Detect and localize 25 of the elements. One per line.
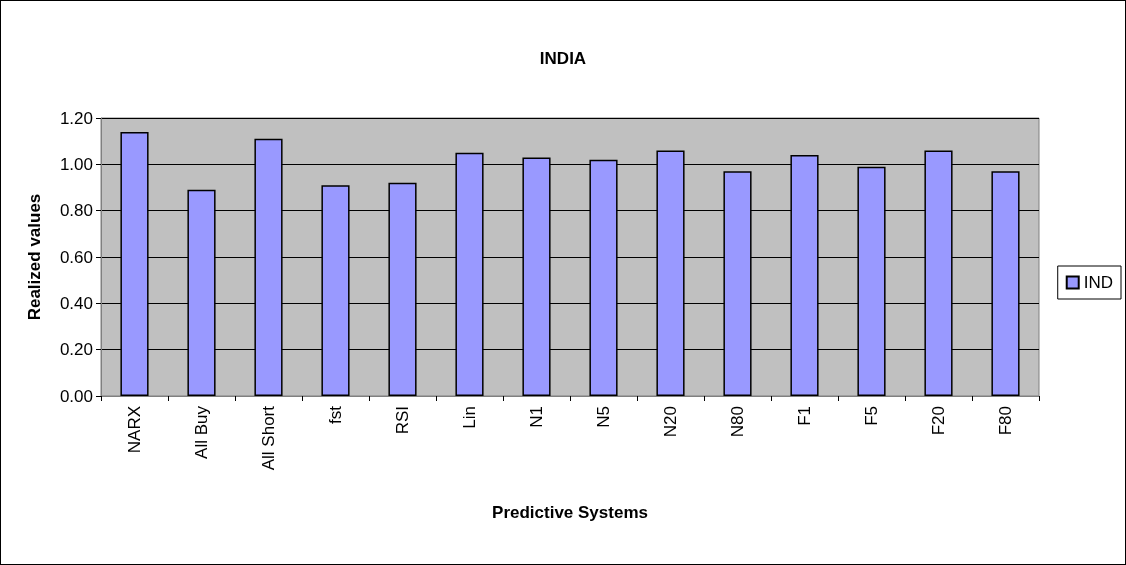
x-tick-label: N80 [728,406,747,438]
chart-title: INDIA [539,49,587,68]
y-tick-label: 1.00 [59,154,93,174]
y-tick-label: 0.40 [59,293,93,313]
x-tick-label: NARX [125,406,144,454]
y-tick-label: 0.80 [59,201,93,221]
x-tick-label: fst [326,405,345,424]
y-tick-label: 1.20 [59,108,93,128]
x-tick-label: F1 [795,406,814,426]
x-tick-label: N5 [594,406,613,428]
x-tick-label: RSI [393,406,412,435]
x-tick-label: N1 [527,406,546,428]
x-tick-label: F80 [996,406,1015,436]
x-tick-label: Lin [460,406,479,429]
x-tick-label: All Short [259,405,278,471]
legend-label: IND [1083,273,1113,292]
x-tick-label: All Buy [192,405,211,459]
x-tick-label: F20 [929,406,948,436]
x-tick-label: N20 [661,406,680,438]
x-axis-title: Predictive Systems [492,503,648,522]
y-tick-label: 0.60 [59,247,93,267]
y-tick-label: 0.00 [59,386,93,406]
y-tick-label: 0.20 [59,340,93,360]
x-tick-label: F5 [862,406,881,426]
y-axis-title: Realized values [25,193,44,321]
